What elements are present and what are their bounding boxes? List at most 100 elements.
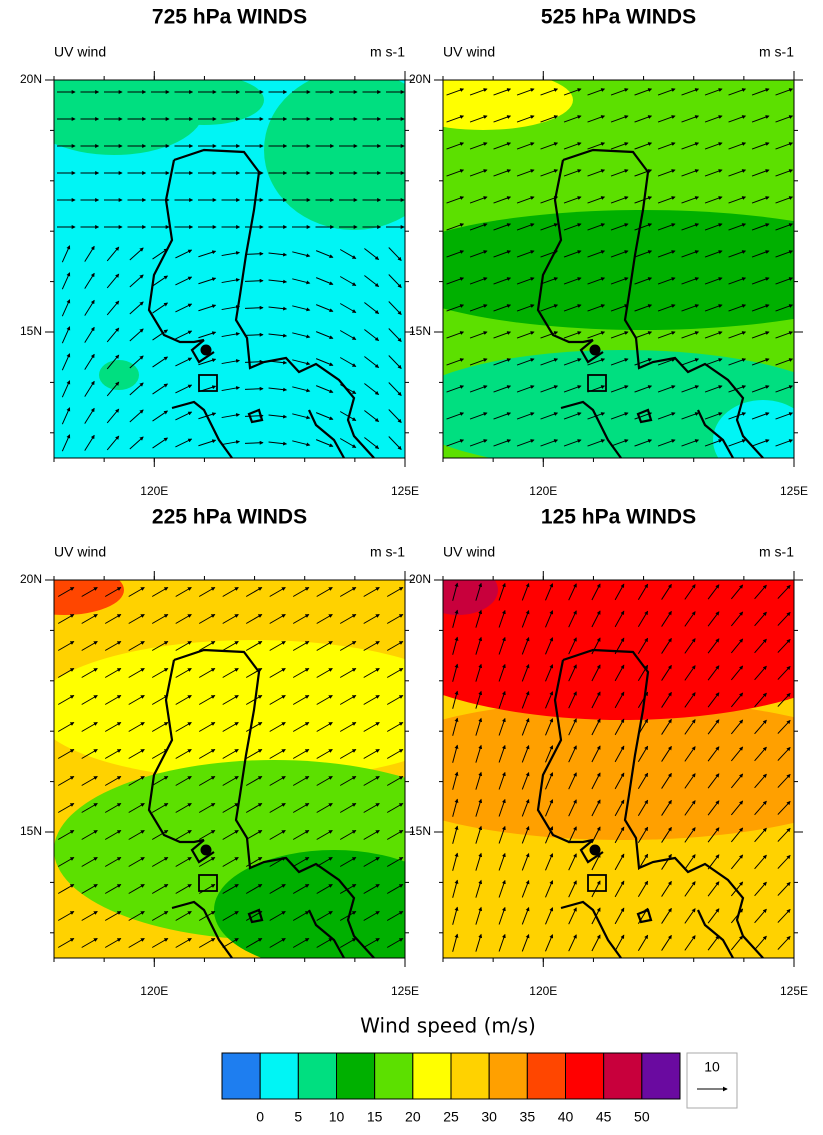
wind-vector bbox=[591, 691, 601, 709]
wind-vector bbox=[175, 614, 192, 624]
wind-vector bbox=[57, 614, 75, 624]
wind-vector bbox=[751, 223, 770, 231]
wind-vector bbox=[81, 803, 98, 813]
wind-vector bbox=[614, 853, 625, 871]
wind-vector bbox=[498, 717, 506, 736]
wind-vector bbox=[545, 853, 554, 871]
wind-vector bbox=[540, 331, 559, 339]
left-label: UV wind bbox=[443, 44, 495, 60]
wind-vector bbox=[175, 641, 192, 651]
wind-vector bbox=[268, 279, 288, 284]
wind-vector bbox=[61, 245, 71, 263]
wind-vector bbox=[57, 695, 75, 705]
wind-vector bbox=[386, 857, 404, 867]
site-marker bbox=[589, 344, 601, 356]
wind-vector bbox=[316, 830, 333, 840]
wind-vector bbox=[707, 746, 720, 762]
wind-vector bbox=[452, 825, 459, 844]
wind-vector bbox=[339, 330, 357, 340]
wind-vector bbox=[661, 907, 672, 924]
wind-vector bbox=[516, 439, 535, 447]
site-box bbox=[587, 874, 607, 892]
wind-vector bbox=[545, 745, 554, 763]
map-frame bbox=[442, 79, 795, 459]
wind-vector bbox=[245, 749, 263, 759]
wind-vector bbox=[704, 304, 723, 312]
wind-vector bbox=[637, 610, 649, 627]
wind-vector bbox=[128, 803, 145, 813]
x-tick-label: 120E bbox=[529, 484, 557, 498]
shading-region bbox=[713, 400, 794, 458]
site-box bbox=[198, 374, 218, 392]
wind-vector bbox=[316, 614, 333, 624]
wind-vector bbox=[475, 690, 483, 709]
wind-vector bbox=[84, 326, 95, 343]
wind-vector bbox=[57, 938, 75, 948]
wind-vector bbox=[222, 938, 239, 948]
wind-vector bbox=[104, 857, 122, 867]
wind-vector bbox=[152, 437, 169, 449]
wind-vector bbox=[493, 250, 512, 258]
wind-vector bbox=[754, 881, 767, 897]
wind-vector bbox=[388, 382, 402, 396]
wind-vector bbox=[681, 115, 700, 123]
wind-vector bbox=[386, 587, 404, 597]
wind-vector bbox=[540, 223, 559, 231]
wind-vector bbox=[446, 358, 465, 366]
wind-vector bbox=[316, 749, 333, 759]
wind-vector bbox=[151, 614, 169, 624]
wind-vector bbox=[292, 911, 310, 921]
left-label: UV wind bbox=[54, 544, 106, 560]
wind-vector bbox=[493, 304, 512, 312]
wind-vector bbox=[681, 331, 700, 339]
wind-vector bbox=[751, 277, 770, 285]
wind-vector bbox=[591, 745, 601, 763]
wind-vector bbox=[563, 142, 582, 150]
wind-vector bbox=[222, 641, 239, 651]
wind-vector bbox=[269, 722, 286, 732]
wind-vector bbox=[469, 223, 488, 231]
colorbar-label: 50 bbox=[634, 1109, 650, 1125]
wind-vector bbox=[104, 722, 122, 732]
wind-vector bbox=[221, 305, 241, 311]
wind-vector bbox=[657, 277, 676, 285]
wind-vector bbox=[661, 637, 672, 654]
wind-vector bbox=[221, 332, 241, 338]
wind-vector bbox=[315, 250, 334, 258]
wind-vector bbox=[175, 911, 192, 921]
wind-vector bbox=[634, 439, 653, 447]
wind-vector bbox=[657, 304, 676, 312]
wind-vector bbox=[292, 695, 310, 705]
wind-vector bbox=[587, 88, 606, 96]
wind-vector bbox=[707, 827, 720, 843]
wind-vector bbox=[751, 88, 770, 96]
wind-vector bbox=[614, 745, 625, 763]
wind-vector bbox=[446, 196, 465, 204]
wind-vector bbox=[198, 695, 216, 705]
wind-vector bbox=[521, 609, 530, 628]
wind-vector bbox=[452, 852, 459, 871]
wind-vector bbox=[591, 664, 601, 682]
wind-vector bbox=[475, 852, 483, 871]
wind-vector bbox=[657, 88, 676, 96]
wind-vector bbox=[104, 911, 122, 921]
wind-vector bbox=[452, 609, 459, 628]
wind-vector bbox=[128, 830, 145, 840]
wind-vector bbox=[57, 911, 75, 921]
wind-vector bbox=[106, 246, 120, 262]
wind-vector bbox=[775, 142, 794, 150]
wind-vector bbox=[498, 609, 506, 628]
wind-vector bbox=[634, 358, 653, 366]
wind-vector bbox=[545, 637, 554, 655]
wind-vector bbox=[545, 826, 554, 844]
wind-vector bbox=[775, 169, 794, 177]
wind-vector bbox=[292, 278, 311, 285]
wind-vector bbox=[681, 385, 700, 393]
wind-vector bbox=[634, 223, 653, 231]
wind-vector bbox=[614, 907, 625, 925]
wind-vector bbox=[316, 641, 333, 651]
wind-vector bbox=[198, 776, 216, 786]
wind-vector bbox=[568, 718, 577, 736]
wind-vector bbox=[245, 614, 263, 624]
wind-vector bbox=[57, 830, 75, 840]
